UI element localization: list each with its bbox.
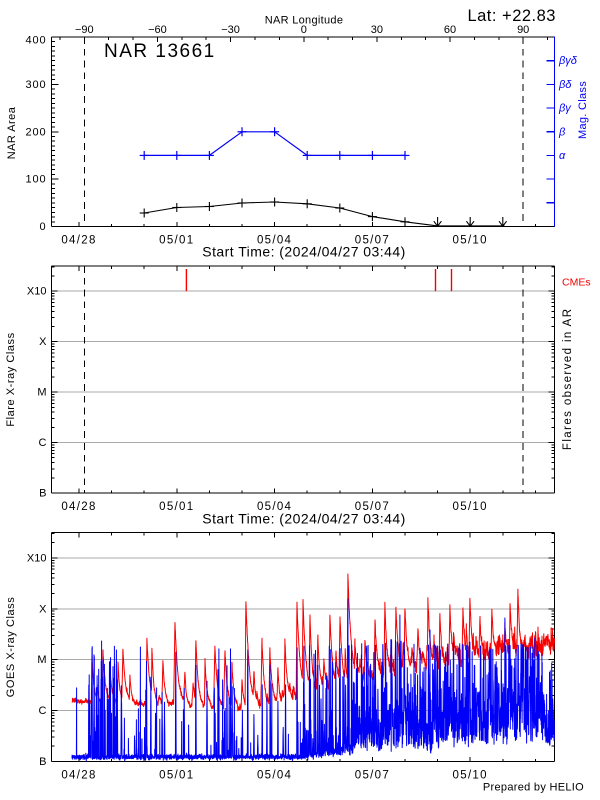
svg-text:C: C [39,705,47,717]
svg-text:05/04: 05/04 [257,770,292,782]
svg-text:300: 300 [25,79,46,91]
svg-text:05/07: 05/07 [355,501,390,513]
svg-text:β: β [558,126,566,138]
svg-text:Lat: +22.83: Lat: +22.83 [467,7,556,25]
svg-text:30: 30 [371,24,383,36]
svg-text:βγδ: βγδ [558,55,578,67]
svg-text:NAR Longitude: NAR Longitude [265,15,344,27]
svg-text:0: 0 [39,221,46,233]
svg-text:04/28: 04/28 [61,770,96,782]
svg-text:Prepared by HELIO: Prepared by HELIO [483,782,584,794]
svg-text:X10: X10 [27,286,47,298]
svg-text:05/01: 05/01 [159,501,194,513]
svg-text:05/07: 05/07 [355,770,390,782]
svg-text:Flare X-ray Class: Flare X-ray Class [5,332,17,426]
svg-text:GOES X-ray Class: GOES X-ray Class [5,597,17,697]
svg-text:04/28: 04/28 [61,235,96,247]
svg-text:90: 90 [517,24,529,36]
svg-text:200: 200 [25,126,46,138]
svg-text:X10: X10 [27,552,47,564]
svg-text:M: M [37,654,46,666]
svg-text:X: X [39,603,47,615]
svg-text:NAR Area: NAR Area [6,106,18,159]
svg-text:0: 0 [301,24,307,36]
svg-text:400: 400 [25,35,46,47]
svg-text:M: M [37,387,46,399]
svg-text:60: 60 [444,24,456,36]
svg-text:CMEs: CMEs [562,277,591,289]
svg-text:05/04: 05/04 [257,235,292,247]
svg-text:04/28: 04/28 [61,501,96,513]
svg-text:X: X [39,336,47,348]
svg-text:βδ: βδ [558,79,572,91]
svg-text:05/07: 05/07 [355,235,390,247]
svg-text:Start Time: (2024/04/27 03:44): Start Time: (2024/04/27 03:44) [202,511,405,527]
svg-text:−60: −60 [148,24,167,36]
svg-text:05/10: 05/10 [453,770,488,782]
svg-text:C: C [39,437,47,449]
svg-text:B: B [39,488,46,500]
svg-text:05/01: 05/01 [159,770,194,782]
svg-text:05/01: 05/01 [159,235,194,247]
svg-text:α: α [559,150,566,162]
svg-text:100: 100 [25,174,46,186]
svg-text:05/10: 05/10 [453,501,488,513]
svg-text:Flares observed in AR: Flares observed in AR [562,308,574,451]
svg-text:B: B [39,756,46,768]
svg-text:NAR 13661: NAR 13661 [104,41,216,62]
svg-text:−30: −30 [221,24,240,36]
svg-text:−90: −90 [75,24,94,36]
svg-text:Start Time: (2024/04/27 03:44): Start Time: (2024/04/27 03:44) [202,244,405,260]
svg-text:05/10: 05/10 [453,235,488,247]
svg-text:Mag. Class: Mag. Class [577,81,589,139]
svg-text:βγ: βγ [558,103,572,115]
svg-text:05/04: 05/04 [257,501,292,513]
